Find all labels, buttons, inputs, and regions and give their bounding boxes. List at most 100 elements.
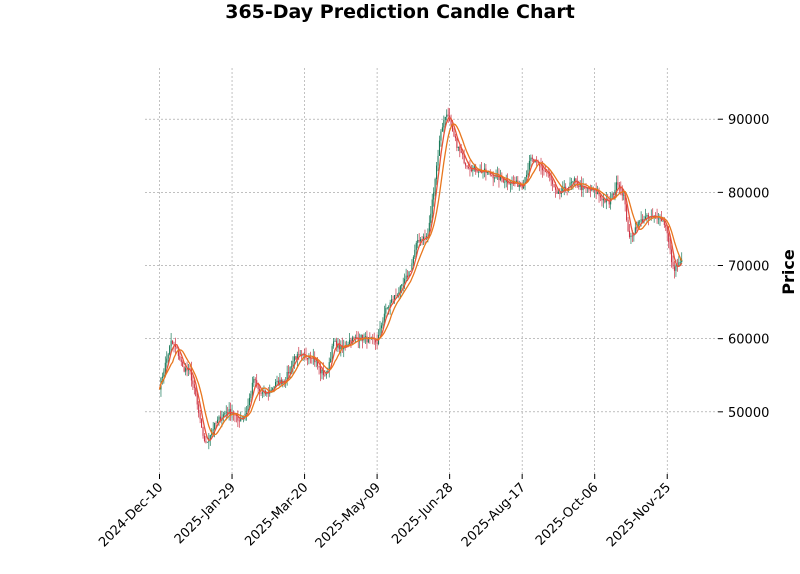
candle-body xyxy=(224,413,226,415)
candle-body xyxy=(418,240,420,242)
candle-body xyxy=(657,218,660,220)
candle-body xyxy=(196,395,198,405)
candle-body xyxy=(408,271,410,278)
candle-body xyxy=(298,354,300,355)
candle-body xyxy=(681,259,683,263)
x-tick-label: 2025-Jan-29 xyxy=(172,480,239,547)
candle-body xyxy=(576,180,578,186)
candle-body xyxy=(338,343,340,350)
candle-body xyxy=(467,167,470,169)
candle-body xyxy=(319,367,322,374)
candle-body xyxy=(369,337,371,338)
candle-body xyxy=(409,271,412,272)
candle-body xyxy=(216,419,219,424)
candle-body xyxy=(353,337,355,339)
candle-body xyxy=(565,186,567,190)
ma-slow-line xyxy=(158,123,683,436)
x-tick-label: 2025-May-09 xyxy=(313,480,384,551)
candle-body xyxy=(351,337,353,343)
candle-body xyxy=(270,389,272,391)
candle-body xyxy=(647,214,649,218)
candle-body xyxy=(218,416,220,420)
candle-body xyxy=(380,325,383,329)
candle-body xyxy=(539,163,541,166)
candle-body xyxy=(308,357,310,360)
candle-body xyxy=(428,222,430,237)
candle-body xyxy=(414,249,416,258)
candle-body xyxy=(642,219,644,222)
candle-body xyxy=(214,422,216,430)
candle-body xyxy=(623,194,625,196)
candle-body xyxy=(169,346,171,355)
candle-body xyxy=(457,146,459,148)
candle-body xyxy=(417,240,419,243)
candle-body xyxy=(552,180,554,185)
candle-body xyxy=(331,346,333,359)
candle-body xyxy=(383,313,385,321)
candle-body xyxy=(337,343,339,348)
candle-body xyxy=(314,356,316,363)
candle-body xyxy=(182,361,184,367)
candle-body xyxy=(292,360,294,367)
candle-body xyxy=(420,239,422,242)
candle-body xyxy=(392,299,394,300)
candle-body xyxy=(627,220,629,231)
candle-body xyxy=(167,354,169,359)
candle-body xyxy=(362,334,364,341)
candle-body xyxy=(466,165,468,168)
x-tick-label: 2025-Nov-25 xyxy=(604,480,674,550)
candle-body xyxy=(360,334,362,340)
y-tick-label: 90000 xyxy=(728,113,769,128)
candle-body xyxy=(463,154,465,164)
candle-body xyxy=(675,265,677,271)
y-tick-label: 60000 xyxy=(728,333,769,348)
candle-body xyxy=(273,386,275,389)
candle-body xyxy=(597,192,599,194)
candle-body xyxy=(202,427,204,436)
candle-body xyxy=(431,199,433,214)
candle-body xyxy=(201,419,203,428)
moving-averages xyxy=(158,116,683,441)
candle-body xyxy=(404,278,406,284)
candle-body xyxy=(544,171,546,172)
candle-body xyxy=(272,388,274,390)
candle-body xyxy=(350,339,352,343)
candle-body xyxy=(613,193,615,195)
candle-body xyxy=(639,221,641,223)
candle-body xyxy=(174,344,177,347)
candle-body xyxy=(166,358,168,363)
candle-body xyxy=(412,257,414,264)
x-tick-label: 2025-Mar-20 xyxy=(242,480,311,549)
candle-body xyxy=(527,169,529,175)
candle-body xyxy=(572,181,574,183)
candle-body xyxy=(289,367,291,374)
candle-body xyxy=(183,366,185,372)
chart-title: 365-Day Prediction Candle Chart xyxy=(225,1,575,23)
candle-body xyxy=(460,150,462,153)
candle-body xyxy=(502,178,504,182)
candle-body xyxy=(528,160,530,170)
candle-body xyxy=(356,337,358,339)
candle-body xyxy=(608,200,610,205)
candle-body xyxy=(228,409,230,414)
candle-body xyxy=(405,275,407,279)
candle-body xyxy=(430,213,432,223)
candle-body xyxy=(164,362,166,372)
candle-body xyxy=(257,385,259,389)
candle-body xyxy=(510,183,512,185)
candle-body xyxy=(277,380,280,386)
candle-body xyxy=(170,340,172,347)
candle-body xyxy=(206,442,208,443)
candle-body xyxy=(554,187,557,190)
candle-body xyxy=(663,220,665,226)
candle-body xyxy=(518,184,520,187)
candle-body xyxy=(637,221,639,229)
candle-body xyxy=(411,263,413,272)
x-tick-label: 2025-Aug-17 xyxy=(459,480,529,550)
candle-body xyxy=(306,357,309,360)
candle-body xyxy=(315,361,317,363)
candle-body xyxy=(478,172,480,173)
candle-body xyxy=(185,368,187,372)
candle-body xyxy=(173,343,175,345)
y-axis-label: Price xyxy=(779,249,798,295)
